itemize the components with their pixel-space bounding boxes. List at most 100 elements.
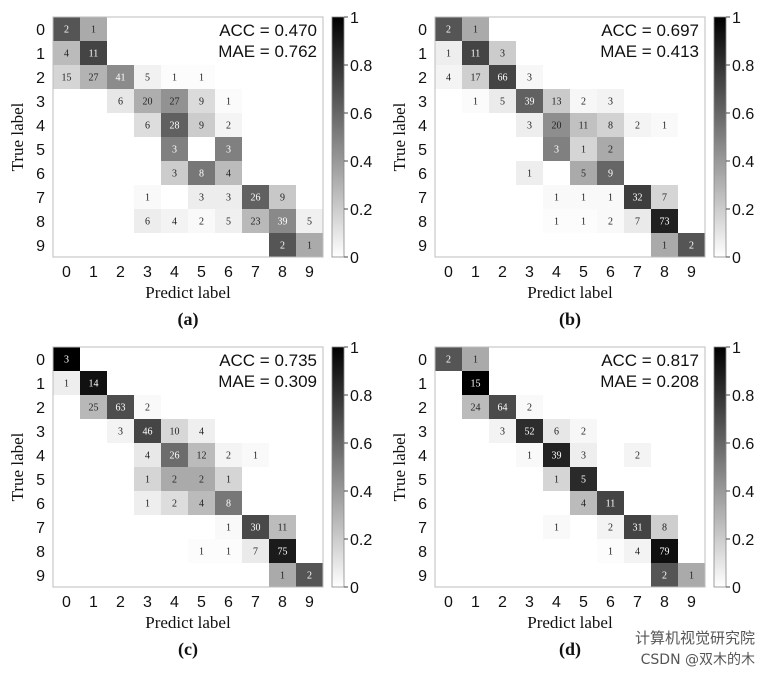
heatmap-cell (624, 209, 651, 233)
heatmap-cell (462, 65, 489, 89)
heatmap-cell (570, 443, 597, 467)
cell-value-label: 30 (251, 523, 261, 534)
heatmap-cell (516, 89, 543, 113)
heatmap-cell (242, 185, 269, 209)
y-tick-label: 5 (36, 142, 45, 159)
x-tick-label: 1 (89, 594, 98, 611)
cell-value-label: 32 (633, 193, 643, 204)
heatmap-cell (489, 41, 516, 65)
cell-value-label: 2 (689, 241, 694, 252)
heatmap-cell (269, 563, 296, 587)
x-tick-label: 6 (606, 594, 615, 611)
cell-value-label: 5 (226, 217, 231, 228)
heatmap-cell (543, 467, 570, 491)
heatmap-cell (516, 113, 543, 137)
cell-value-label: 2 (608, 217, 613, 228)
y-tick-label: 9 (418, 238, 427, 255)
heatmap-cell (597, 137, 624, 161)
cell-value-label: 12 (197, 451, 207, 462)
cell-value-label: 1 (226, 475, 231, 486)
y-tick-label: 2 (418, 400, 427, 417)
y-tick-label: 3 (36, 424, 45, 441)
heatmap-cell (107, 65, 134, 89)
heatmap-cell (161, 161, 188, 185)
heatmap-cell (80, 395, 107, 419)
y-tick-label: 4 (418, 448, 427, 465)
plot-border (52, 346, 324, 588)
heatmap-cell (161, 113, 188, 137)
x-tick-label: 7 (633, 594, 642, 611)
colorbar-tick-label: 0.6 (350, 436, 372, 453)
cell-value-label: 1 (280, 571, 285, 582)
cell-value-label: 3 (581, 451, 586, 462)
cell-value-label: 64 (498, 403, 508, 414)
heatmap-cell (188, 113, 215, 137)
x-tick-label: 7 (251, 594, 260, 611)
heatmap-cell (651, 113, 678, 137)
x-tick-label: 4 (552, 264, 561, 281)
heatmap-cell (296, 209, 323, 233)
cell-value-label: 1 (689, 571, 694, 582)
cell-value-label: 4 (446, 73, 451, 84)
accuracy-metric: ACC = 0.735 (219, 351, 317, 370)
cell-value-label: 1 (554, 217, 559, 228)
x-tick-label: 0 (444, 594, 453, 611)
x-tick-label: 4 (170, 594, 179, 611)
cell-value-label: 11 (471, 49, 481, 60)
y-tick-label: 1 (36, 376, 45, 393)
x-tick-label: 0 (444, 264, 453, 281)
colorbar-tick-label: 0 (350, 250, 359, 267)
cell-value-label: 1 (527, 169, 532, 180)
cell-value-label: 1 (226, 523, 231, 534)
cell-value-label: 2 (527, 403, 532, 414)
heatmap-cell (188, 185, 215, 209)
cell-value-label: 1 (554, 193, 559, 204)
cell-value-label: 2 (199, 217, 204, 228)
heatmap-cell (188, 419, 215, 443)
heatmap-cell (597, 89, 624, 113)
x-tick-label: 7 (251, 264, 260, 281)
panel-caption: (a) (178, 309, 199, 330)
x-axis-label: Predict label (527, 613, 613, 632)
cell-value-label: 28 (170, 121, 180, 132)
colorbar-tick-label: 0 (732, 250, 741, 267)
cell-value-label: 2 (172, 499, 177, 510)
y-axis-label: True label (390, 432, 409, 501)
heatmap-cell (53, 65, 80, 89)
heatmap-cell (134, 419, 161, 443)
cell-value-label: 9 (199, 97, 204, 108)
y-tick-label: 7 (418, 520, 427, 537)
heatmap-cell (134, 395, 161, 419)
x-tick-label: 3 (143, 264, 152, 281)
cell-value-label: 24 (471, 403, 481, 414)
heatmap-cell (296, 563, 323, 587)
x-tick-label: 1 (471, 594, 480, 611)
colorbar-tick-label: 0 (350, 580, 359, 597)
cell-value-label: 20 (552, 121, 562, 132)
heatmap-cell (161, 89, 188, 113)
x-tick-label: 2 (116, 264, 125, 281)
cell-value-label: 9 (280, 193, 285, 204)
cell-value-label: 6 (554, 427, 559, 438)
cell-value-label: 1 (473, 355, 478, 366)
heatmap-cell (570, 185, 597, 209)
heatmap-cell (489, 65, 516, 89)
heatmap-cell (242, 209, 269, 233)
heatmap-cell (188, 161, 215, 185)
colorbar (713, 346, 727, 588)
colorbar-tick-label: 1 (350, 340, 359, 357)
cell-value-label: 4 (226, 169, 231, 180)
cell-value-label: 26 (251, 193, 261, 204)
heatmap-cell (462, 347, 489, 371)
colorbar-tick-label: 1 (732, 340, 741, 357)
cell-value-label: 7 (635, 217, 640, 228)
cell-value-label: 2 (581, 427, 586, 438)
accuracy-metric: ACC = 0.470 (219, 21, 317, 40)
heatmap-cell (624, 515, 651, 539)
x-tick-label: 8 (278, 264, 287, 281)
heatmap-cell (215, 113, 242, 137)
heatmap-cell (651, 563, 678, 587)
x-tick-label: 1 (471, 264, 480, 281)
heatmap-cell (678, 233, 705, 257)
x-tick-label: 9 (687, 264, 696, 281)
